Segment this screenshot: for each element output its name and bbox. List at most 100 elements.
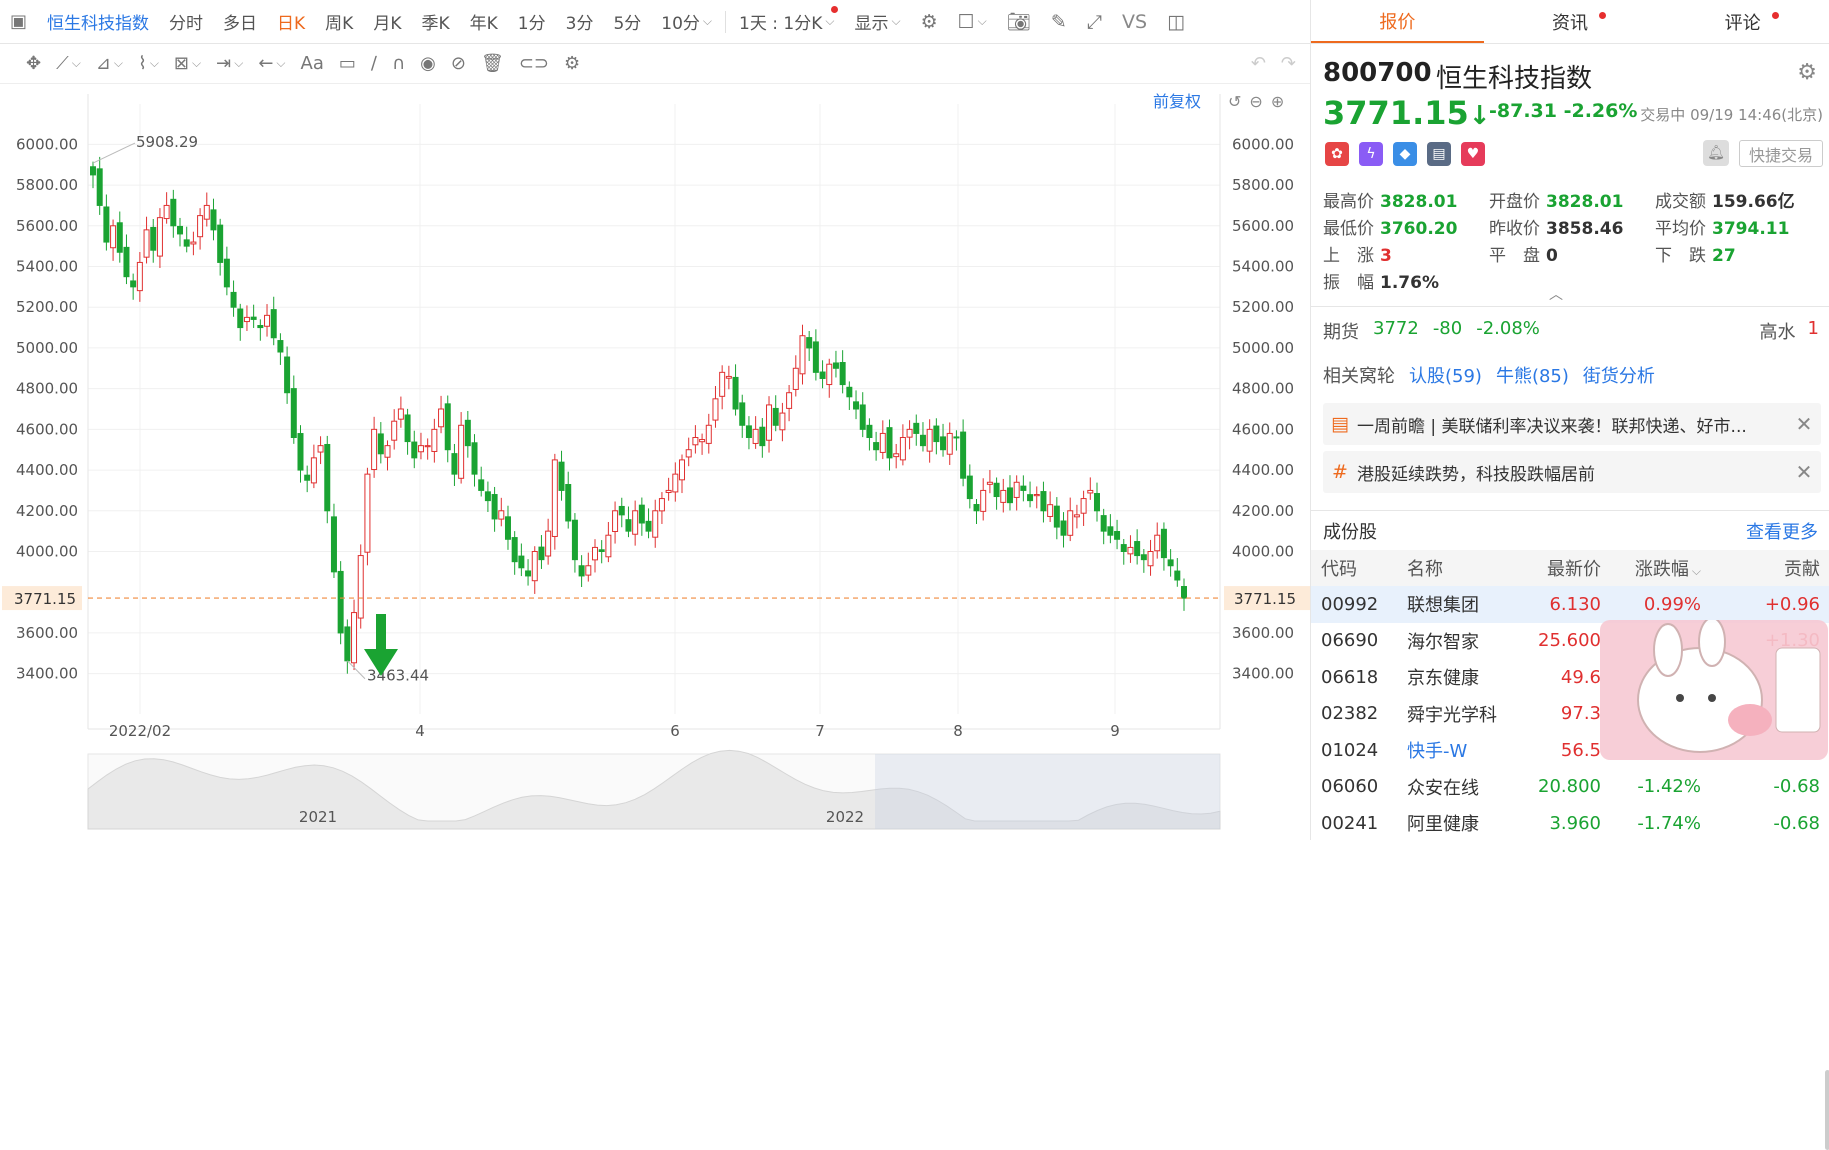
table-row[interactable]: 01024 快手-W 56.5: [1311, 732, 1829, 769]
col-name[interactable]: 名称: [1397, 550, 1515, 586]
futures-row[interactable]: 期货 3772 -80 -2.08% 高水 1: [1323, 318, 1823, 344]
min-value-label: 3463.44: [367, 667, 429, 685]
close-icon[interactable]: ✕: [1795, 460, 1813, 484]
col-price[interactable]: 最新价: [1515, 550, 1611, 586]
settings-button[interactable]: ⚙: [911, 0, 948, 43]
link-cbbc[interactable]: 牛熊(85): [1495, 366, 1569, 387]
candle-body: [1174, 570, 1181, 581]
redo-button[interactable]: ↷: [1275, 48, 1302, 80]
col-change-pct[interactable]: 涨跌幅 ⌵: [1611, 550, 1711, 586]
move-icon: ✥: [26, 53, 42, 74]
scrollbar[interactable]: [1825, 1070, 1829, 1150]
tab-quote[interactable]: 报价: [1311, 0, 1484, 43]
candle-body: [498, 510, 505, 520]
gear-icon[interactable]: ⚙: [1797, 60, 1817, 85]
news-item[interactable]: # 港股延续跌势，科技股跌幅居前 ✕: [1323, 451, 1821, 493]
table-row[interactable]: 06618 京东健康 49.6: [1311, 659, 1829, 696]
bell-icon[interactable]: 🔔︎: [1703, 140, 1729, 166]
close-icon[interactable]: ✕: [1795, 412, 1813, 436]
magnet-icon: ∩: [391, 53, 406, 74]
hide-tool[interactable]: ⊘: [445, 48, 472, 80]
drawing-toolbar: ✥ ⟋ ⌵ ⊿ ⌵ ⌇ ⌵ ⊠ ⌵ ⇥ ⌵ ← ⌵ Aa ▭ ∕ ∩ ◉ ⊘ 🗑︎ ⊂⊃ ⚙…: [0, 44, 1310, 84]
tab-5min[interactable]: 5分: [613, 14, 642, 34]
candle-body: [1167, 559, 1174, 567]
table-row[interactable]: 00992 联想集团 6.130 0.99% +0.96: [1311, 586, 1829, 623]
tab-niank[interactable]: 年K: [469, 14, 498, 34]
col-contribution[interactable]: 贡献: [1711, 550, 1829, 586]
document-icon[interactable]: ▤: [1427, 142, 1451, 166]
candle-body: [966, 475, 973, 500]
display-label: 显示: [854, 14, 889, 34]
tab-fenshi[interactable]: 分时: [169, 14, 204, 34]
magnet-tool[interactable]: ∩: [386, 48, 411, 80]
tab-comments[interactable]: 评论: [1656, 0, 1829, 43]
tag-icon[interactable]: ◆: [1393, 142, 1417, 166]
draw-button[interactable]: ✎: [1041, 0, 1077, 43]
candle-body: [1160, 528, 1167, 559]
measure-tool[interactable]: ⇥ ⌵: [210, 48, 249, 80]
tab-jik[interactable]: 季K: [421, 14, 450, 34]
link-street-analysis[interactable]: 街货分析: [1582, 366, 1655, 387]
link-tool[interactable]: ⊂⊃: [513, 48, 555, 80]
channel-tool[interactable]: ⊿ ⌵: [90, 48, 129, 80]
tab-3min[interactable]: 3分: [565, 14, 594, 34]
pen-tool[interactable]: ∕: [365, 48, 383, 80]
table-row[interactable]: 06060 众安在线 20.800 -1.42% -0.68: [1311, 769, 1829, 806]
reset-icon[interactable]: ↺: [1228, 92, 1242, 111]
candle-body: [839, 362, 846, 386]
zoom-in-icon[interactable]: ⊕: [1270, 92, 1285, 111]
candle-body: [90, 166, 96, 176]
fullscreen-button[interactable]: ⤢: [1077, 0, 1112, 43]
eye-tool[interactable]: ◉: [414, 48, 442, 80]
chevron-down-icon: ⌵: [825, 14, 835, 28]
screenshot-button[interactable]: 📷︎: [997, 0, 1041, 43]
heart-icon[interactable]: ♥: [1461, 142, 1485, 166]
frame-button[interactable]: ☐ ⌵: [948, 0, 997, 43]
wave-tool[interactable]: ⌇ ⌵: [132, 48, 165, 80]
zoom-out-icon[interactable]: ⊖: [1249, 92, 1263, 111]
layout-toggle-icon[interactable]: ▣: [10, 11, 28, 32]
candle-body: [391, 420, 398, 441]
col-code[interactable]: 代码: [1311, 550, 1397, 586]
tab-zhouk[interactable]: 周K: [325, 14, 354, 34]
view-more-link[interactable]: 查看更多: [1746, 521, 1818, 543]
fuquan-button[interactable]: 前复权: [1153, 92, 1202, 111]
tab-duori[interactable]: 多日: [223, 14, 258, 34]
table-row[interactable]: 02382 舜宇光学科 97.3: [1311, 696, 1829, 733]
measure-tool-icon: ⇥: [216, 53, 232, 74]
premium-label: 高水: [1759, 322, 1796, 343]
chevron-up-icon[interactable]: ︿: [1549, 287, 1563, 303]
arrow-tool[interactable]: ← ⌵: [252, 48, 291, 80]
hk-flag-icon[interactable]: ✿: [1325, 142, 1349, 166]
display-menu[interactable]: 显示 ⌵: [844, 0, 910, 43]
link-warrants[interactable]: 认股(59): [1409, 366, 1482, 387]
tab-10min[interactable]: 10分 ⌵: [651, 0, 722, 43]
candle-body: [752, 428, 759, 444]
move-tool[interactable]: ✥: [20, 48, 47, 80]
note-tool[interactable]: ▭: [333, 48, 362, 80]
y-tick-label-left: 3600.00: [16, 624, 78, 642]
tab-rik[interactable]: 日K: [277, 14, 306, 34]
delete-tool[interactable]: 🗑︎: [475, 48, 510, 80]
text-tool[interactable]: Aa: [295, 48, 330, 80]
quick-trade-button[interactable]: 快捷交易: [1739, 140, 1823, 167]
tab-1min[interactable]: 1分: [517, 14, 546, 34]
undo-button[interactable]: ↶: [1245, 48, 1272, 80]
panel-toggle-button[interactable]: ◫: [1157, 0, 1195, 43]
candle-body: [143, 229, 150, 258]
kline-chart-area[interactable]: 6000.00 6000.00 5800.00 5800.00 5600.00 5600.…: [0, 84, 1310, 840]
vs-button[interactable]: VS: [1112, 0, 1157, 43]
tab-news[interactable]: 资讯: [1484, 0, 1657, 43]
last-price: 3771.15↓: [1323, 94, 1491, 132]
line-tool[interactable]: ⟋ ⌵: [50, 48, 87, 80]
period-select[interactable]: 1天 : 1分K ⌵: [729, 0, 844, 43]
news-item[interactable]: ▤ 一周前瞻 | 美联储利率决议来袭！联邦快递、好市... ✕: [1323, 403, 1821, 445]
lightning-icon[interactable]: ϟ: [1359, 142, 1383, 166]
toolbar-settings[interactable]: ⚙: [558, 48, 586, 80]
index-title[interactable]: 恒生科技指数: [47, 14, 150, 34]
fib-tool[interactable]: ⊠ ⌵: [168, 48, 207, 80]
tab-yuek[interactable]: 月K: [373, 14, 402, 34]
kline-chart[interactable]: 6000.00 6000.00 5800.00 5800.00 5600.00 5600.…: [0, 84, 1310, 840]
table-row[interactable]: 00241 阿里健康 3.960 -1.74% -0.68: [1311, 805, 1829, 842]
